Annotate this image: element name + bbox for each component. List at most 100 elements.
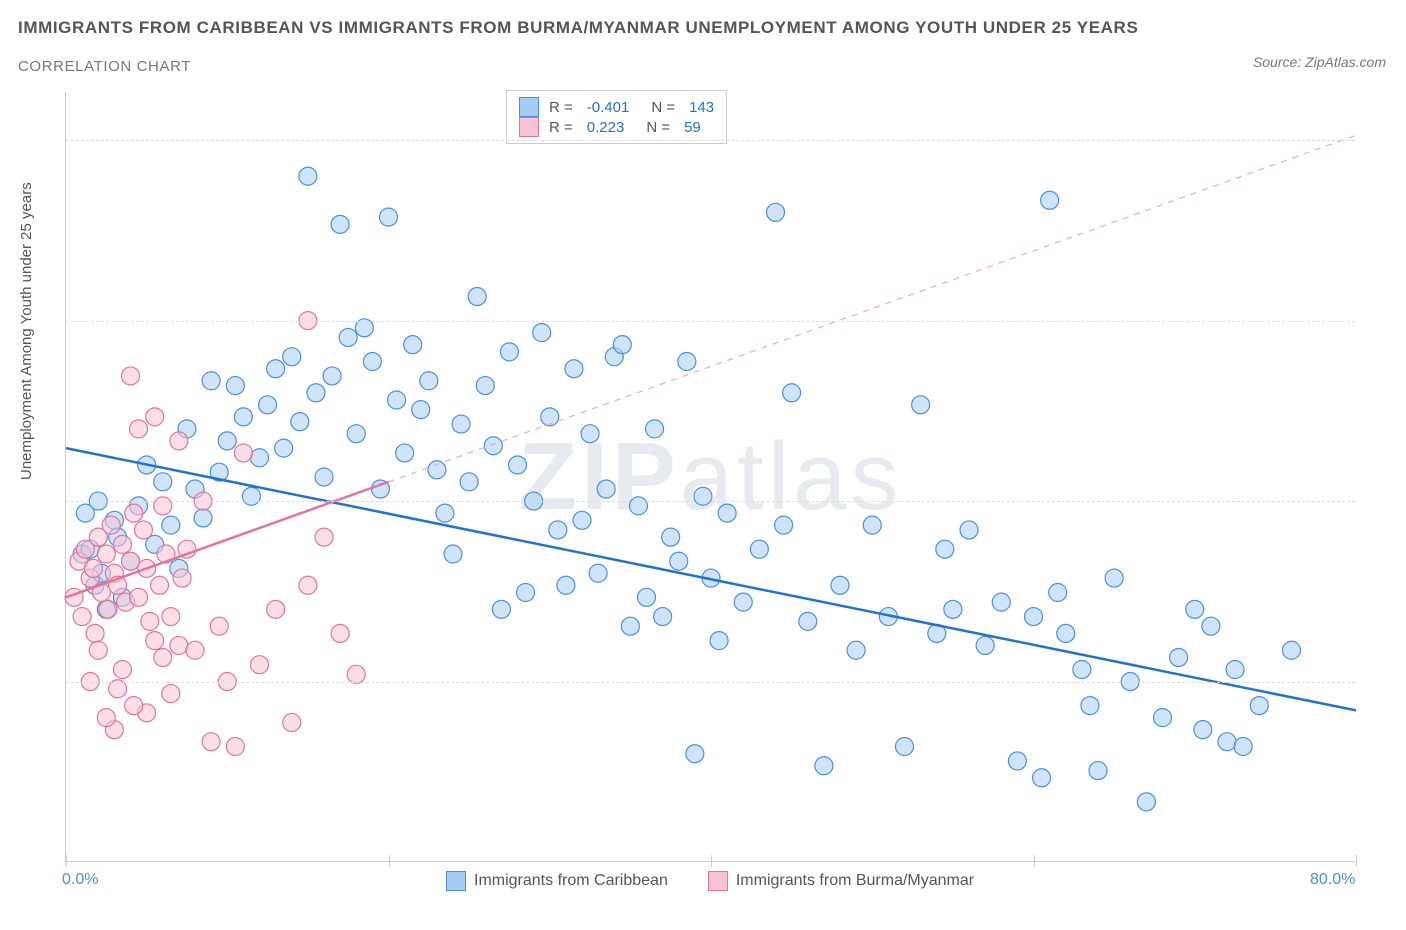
scatter-point bbox=[89, 641, 107, 659]
scatter-point bbox=[154, 473, 172, 491]
scatter-point bbox=[146, 408, 164, 426]
chart-subtitle: CORRELATION CHART bbox=[18, 58, 191, 75]
x-tick bbox=[1034, 855, 1035, 867]
scatter-point bbox=[154, 497, 172, 515]
scatter-point bbox=[1081, 697, 1099, 715]
scatter-point bbox=[589, 564, 607, 582]
scatter-point bbox=[122, 367, 140, 385]
scatter-point bbox=[509, 456, 527, 474]
scatter-point bbox=[1186, 600, 1204, 618]
scatter-point bbox=[1218, 733, 1236, 751]
scatter-point bbox=[976, 636, 994, 654]
scatter-point bbox=[1105, 569, 1123, 587]
scatter-point bbox=[99, 600, 117, 618]
n-label: N = bbox=[646, 119, 670, 136]
y-axis-label: Unemployment Among Youth under 25 years bbox=[18, 182, 35, 480]
legend-label: Immigrants from Caribbean bbox=[474, 872, 668, 890]
legend-swatch bbox=[519, 97, 539, 117]
scatter-point bbox=[291, 413, 309, 431]
scatter-point bbox=[484, 437, 502, 455]
scatter-point bbox=[404, 336, 422, 354]
x-tick bbox=[1356, 855, 1357, 867]
scatter-point bbox=[331, 215, 349, 233]
scatter-point bbox=[1202, 617, 1220, 635]
scatter-point bbox=[86, 624, 104, 642]
scatter-point bbox=[815, 757, 833, 775]
scatter-point bbox=[299, 576, 317, 594]
scatter-point bbox=[218, 432, 236, 450]
scatter-point bbox=[210, 617, 228, 635]
scatter-point bbox=[170, 636, 188, 654]
scatter-point bbox=[234, 408, 252, 426]
scatter-point bbox=[363, 353, 381, 371]
scatter-point bbox=[428, 461, 446, 479]
scatter-point bbox=[84, 559, 102, 577]
scatter-point bbox=[307, 384, 325, 402]
scatter-point bbox=[113, 535, 131, 553]
scatter-point bbox=[202, 372, 220, 390]
scatter-point bbox=[234, 444, 252, 462]
legend-label: Immigrants from Burma/Myanmar bbox=[736, 872, 974, 890]
source-attribution: Source: ZipAtlas.com bbox=[1253, 54, 1386, 70]
scatter-point bbox=[581, 425, 599, 443]
scatter-point bbox=[420, 372, 438, 390]
scatter-point bbox=[299, 167, 317, 185]
scatter-point bbox=[226, 377, 244, 395]
scatter-point bbox=[226, 738, 244, 756]
scatter-point bbox=[912, 396, 930, 414]
scatter-point bbox=[710, 632, 728, 650]
scatter-point bbox=[251, 449, 269, 467]
scatter-point bbox=[847, 641, 865, 659]
scatter-point bbox=[162, 516, 180, 534]
scatter-point bbox=[1057, 624, 1075, 642]
scatter-point bbox=[97, 545, 115, 563]
scatter-point bbox=[259, 396, 277, 414]
scatter-point bbox=[130, 420, 148, 438]
n-value: 143 bbox=[689, 99, 714, 116]
scatter-point bbox=[251, 656, 269, 674]
gridline bbox=[66, 682, 1355, 683]
scatter-point bbox=[1073, 661, 1091, 679]
scatter-point bbox=[1033, 769, 1051, 787]
scatter-point bbox=[173, 569, 191, 587]
correlation-legend: R =-0.401N =143R = 0.223N = 59 bbox=[506, 90, 727, 144]
scatter-point bbox=[396, 444, 414, 462]
scatter-point bbox=[186, 641, 204, 659]
scatter-point bbox=[557, 576, 575, 594]
scatter-point bbox=[141, 612, 159, 630]
scatter-point bbox=[1234, 738, 1252, 756]
scatter-point bbox=[388, 391, 406, 409]
scatter-point bbox=[170, 432, 188, 450]
scatter-point bbox=[1137, 793, 1155, 811]
scatter-point bbox=[1041, 191, 1059, 209]
chart-title: IMMIGRANTS FROM CARIBBEAN VS IMMIGRANTS … bbox=[18, 18, 1138, 38]
scatter-point bbox=[686, 745, 704, 763]
scatter-point bbox=[500, 343, 518, 361]
x-tick bbox=[711, 855, 712, 867]
scatter-point bbox=[1170, 648, 1188, 666]
scatter-point bbox=[750, 540, 768, 558]
scatter-point bbox=[275, 439, 293, 457]
scatter-point bbox=[315, 528, 333, 546]
scatter-point bbox=[492, 600, 510, 618]
legend-row: R = 0.223N = 59 bbox=[519, 117, 714, 137]
scatter-point bbox=[1250, 697, 1268, 715]
scatter-point bbox=[134, 521, 152, 539]
scatter-point bbox=[654, 608, 672, 626]
scatter-point bbox=[97, 709, 115, 727]
scatter-point bbox=[202, 733, 220, 751]
scatter-point bbox=[1008, 752, 1026, 770]
gridline bbox=[66, 140, 1355, 141]
legend-swatch bbox=[519, 117, 539, 137]
scatter-point bbox=[315, 468, 333, 486]
scatter-point bbox=[718, 504, 736, 522]
legend-row: R =-0.401N =143 bbox=[519, 97, 714, 117]
scatter-point bbox=[452, 415, 470, 433]
scatter-point bbox=[597, 480, 615, 498]
scatter-point bbox=[347, 425, 365, 443]
legend-swatch bbox=[446, 871, 466, 891]
scatter-point bbox=[944, 600, 962, 618]
scatter-point bbox=[339, 328, 357, 346]
scatter-point bbox=[1154, 709, 1172, 727]
scatter-point bbox=[799, 612, 817, 630]
